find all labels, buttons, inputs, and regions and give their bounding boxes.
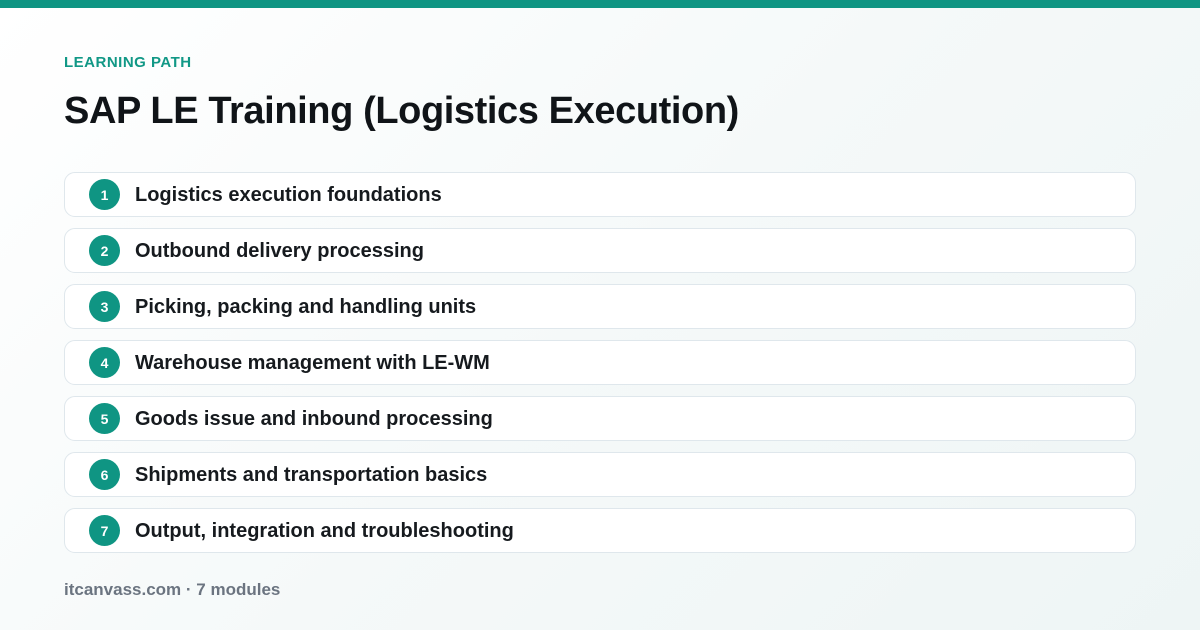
module-title: Outbound delivery processing bbox=[135, 239, 424, 262]
module-item: 5 Goods issue and inbound processing bbox=[64, 396, 1136, 441]
module-number-badge: 5 bbox=[89, 403, 120, 434]
module-title: Logistics execution foundations bbox=[135, 183, 442, 206]
module-title: Shipments and transportation basics bbox=[135, 463, 488, 486]
module-item: 4 Warehouse management with LE-WM bbox=[64, 340, 1136, 385]
top-accent-bar bbox=[0, 0, 1200, 8]
module-title: Goods issue and inbound processing bbox=[135, 407, 493, 430]
module-number-badge: 3 bbox=[89, 291, 120, 322]
module-item: 7 Output, integration and troubleshootin… bbox=[64, 508, 1136, 553]
module-number-badge: 4 bbox=[89, 347, 120, 378]
module-item: 1 Logistics execution foundations bbox=[64, 172, 1136, 217]
footer-site-info: itcanvass.com · 7 modules bbox=[64, 580, 281, 599]
module-number-badge: 1 bbox=[89, 179, 120, 210]
module-list: 1 Logistics execution foundations 2 Outb… bbox=[64, 172, 1136, 564]
module-number-badge: 2 bbox=[89, 235, 120, 266]
module-item: 2 Outbound delivery processing bbox=[64, 228, 1136, 273]
module-number-badge: 7 bbox=[89, 515, 120, 546]
module-number-badge: 6 bbox=[89, 459, 120, 490]
module-title: Warehouse management with LE-WM bbox=[135, 351, 490, 374]
module-item: 6 Shipments and transportation basics bbox=[64, 452, 1136, 497]
module-title: Output, integration and troubleshooting bbox=[135, 519, 514, 542]
page-title: SAP LE Training (Logistics Execution) bbox=[64, 90, 739, 132]
eyebrow-label: LEARNING PATH bbox=[64, 54, 192, 71]
module-title: Picking, packing and handling units bbox=[135, 295, 477, 318]
module-item: 3 Picking, packing and handling units bbox=[64, 284, 1136, 329]
